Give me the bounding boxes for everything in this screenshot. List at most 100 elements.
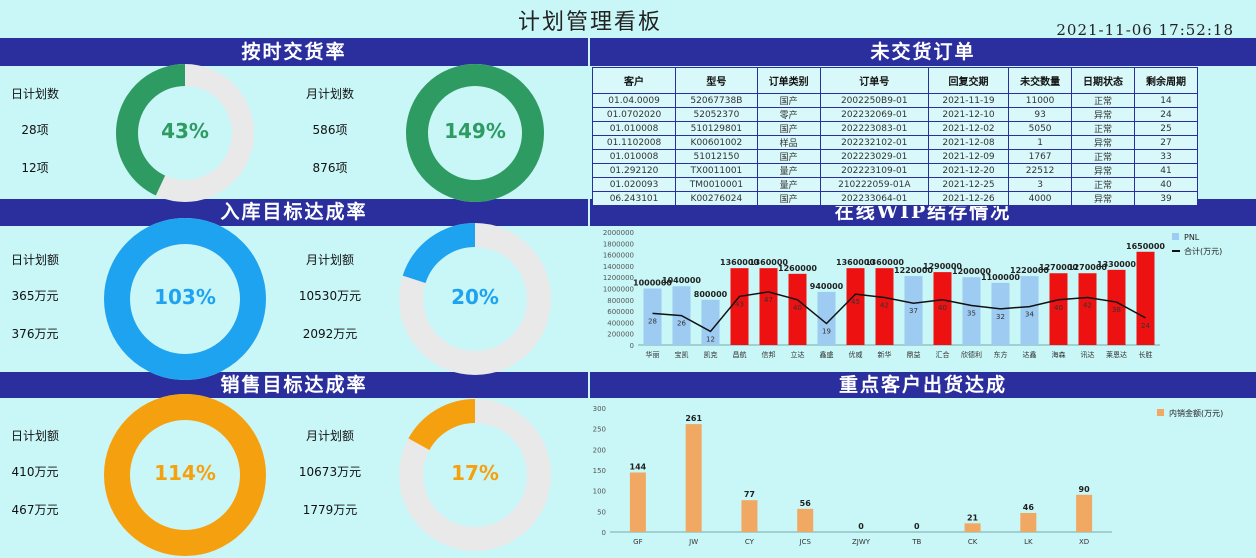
table-row[interactable]: 01.020093 TM0010001 量产 210222059-01A 2021-12…	[591, 177, 1199, 192]
bar-value-label: 1040000	[662, 276, 701, 285]
table-cell: 2021-12-26	[927, 191, 1010, 206]
table-cell: 2021-11-19	[927, 93, 1010, 108]
sales-month-percent: 17%	[451, 461, 499, 485]
line-point-label: 35	[967, 309, 976, 317]
y-tick-label: 1800000	[603, 240, 634, 248]
line-point-label: 38	[1112, 306, 1121, 314]
table-row[interactable]: 01.292120 TX0011001 量产 202223109-01 2021-12-…	[591, 163, 1199, 178]
table-cell: 11000	[1008, 93, 1073, 108]
bar-value-label: 1260000	[778, 264, 817, 273]
table-cell: 2021-12-20	[927, 163, 1010, 178]
table-cell: 2021-12-25	[927, 177, 1010, 192]
bar	[797, 508, 814, 532]
legend-swatch	[1157, 409, 1164, 416]
bar	[788, 273, 807, 345]
column-header: 日期状态	[1071, 67, 1135, 94]
bar-value-label: 1200000	[952, 267, 991, 276]
ontime-day-actual: 12项	[21, 161, 49, 175]
table-row[interactable]: 01.010008 51012150 国产 202223029-01 2021-12-0…	[591, 149, 1199, 164]
table-row[interactable]: 01.010008 510129801 国产 202223083-01 2021-12-…	[591, 121, 1199, 136]
table-cell: 202233064-01	[819, 191, 929, 206]
x-tick-label: 欣德利	[961, 350, 982, 359]
table-cell: 25	[1133, 121, 1199, 136]
x-tick-label: TB	[911, 538, 921, 546]
table-cell: 正常	[1071, 149, 1135, 164]
inbound-day-label: 日计划额	[10, 253, 59, 267]
table-cell: 样品	[756, 135, 821, 150]
x-tick-label: 立达	[791, 350, 805, 359]
ontime-day-plan: 28项	[21, 123, 49, 137]
table-cell: 202223083-01	[819, 121, 929, 136]
ontime-month-actual: 876项	[312, 161, 348, 175]
table-cell: 51012150	[675, 149, 758, 164]
bar-value-label: 0	[914, 522, 920, 531]
x-tick-label: 优威	[849, 350, 863, 359]
table-cell: 1767	[1008, 149, 1073, 164]
bar	[1078, 273, 1097, 345]
table-cell: 国产	[756, 93, 821, 108]
sales-month-label: 月计划额	[305, 429, 354, 443]
table-row[interactable]: 01.04.0009 52067738B 国产 2002250B9-01 2021-11…	[591, 93, 1199, 108]
ontime-month-donut	[406, 64, 544, 202]
inbound-header: 入库目标达成率	[0, 199, 588, 226]
line-point-label: 12	[706, 335, 715, 343]
line-point-label: 19	[822, 328, 831, 336]
inbound-day-percent: 103%	[154, 285, 216, 309]
ontime-day-donut	[116, 64, 254, 202]
table-cell: 零产	[756, 107, 821, 122]
line-point-label: 45	[851, 298, 860, 306]
table-cell: 2021-12-08	[927, 135, 1010, 150]
table-cell: 正常	[1071, 93, 1135, 108]
sales-day-plan: 410万元	[11, 465, 59, 479]
sales-month-actual: 1779万元	[302, 503, 358, 517]
bar-value-label: 90	[1079, 485, 1091, 494]
table-cell: 01.010008	[591, 121, 677, 136]
bar-value-label: 1270000	[1039, 263, 1078, 272]
x-tick-label: 新华	[878, 350, 892, 359]
table-cell: 52052370	[675, 107, 758, 122]
table-row[interactable]: 06.243101 K00276024 国产 202233064-01 2021-12-…	[591, 191, 1199, 206]
table-row[interactable]: 01.0702020 52052370 零产 202232069-01 2021-12-…	[591, 107, 1199, 122]
line-point-label: 42	[880, 302, 889, 310]
table-cell: 210222059-01A	[819, 177, 929, 192]
table-cell: 40	[1133, 177, 1199, 192]
x-tick-label: GF	[633, 538, 642, 546]
column-header: 订单类别	[756, 67, 821, 94]
bar	[1136, 251, 1155, 345]
table-cell: 1	[1008, 135, 1073, 150]
datetime: 2021-11-06 17:52:18	[1056, 21, 1234, 39]
y-tick-label: 1600000	[603, 252, 634, 260]
y-tick-label: 0	[602, 529, 606, 537]
line-point-label: 34	[1025, 311, 1034, 319]
bar-value-label: 1290000	[923, 262, 962, 271]
sales-header: 销售目标达成率	[0, 372, 588, 398]
bar-value-label: 1220000	[1010, 266, 1049, 275]
line-series	[652, 291, 1146, 333]
inbound-month-plan: 10530万元	[298, 289, 362, 303]
ontime-day-percent: 43%	[161, 119, 209, 143]
x-tick-label: 汇合	[936, 350, 950, 359]
x-tick-label: 东方	[994, 350, 1008, 359]
bar	[817, 291, 836, 345]
table-cell: 510129801	[675, 121, 758, 136]
bar-value-label: 1270000	[1068, 263, 1107, 272]
line-point-label: 24	[1141, 322, 1150, 330]
table-cell: 06.243101	[591, 191, 677, 206]
table-cell: 2021-12-10	[927, 107, 1010, 122]
bar	[1020, 276, 1039, 345]
x-tick-label: 鼎益	[907, 350, 921, 359]
bar	[964, 523, 981, 532]
y-tick-label: 1200000	[603, 274, 634, 282]
bar	[875, 268, 894, 345]
y-tick-label: 200	[593, 446, 606, 454]
inbound-day-donut	[104, 218, 266, 380]
inbound-day-plan: 365万元	[11, 289, 59, 303]
ontime-month-percent: 149%	[444, 119, 506, 143]
bar	[701, 299, 720, 345]
donut-fill	[406, 64, 544, 202]
bar-value-label: 940000	[810, 282, 844, 291]
table-cell: 01.04.0009	[591, 93, 677, 108]
line-point-label: 37	[909, 307, 918, 315]
line-point-label: 43	[735, 300, 744, 308]
table-row[interactable]: 01.1102008 K00601002 样品 202232102-01 2021-12…	[591, 135, 1199, 150]
